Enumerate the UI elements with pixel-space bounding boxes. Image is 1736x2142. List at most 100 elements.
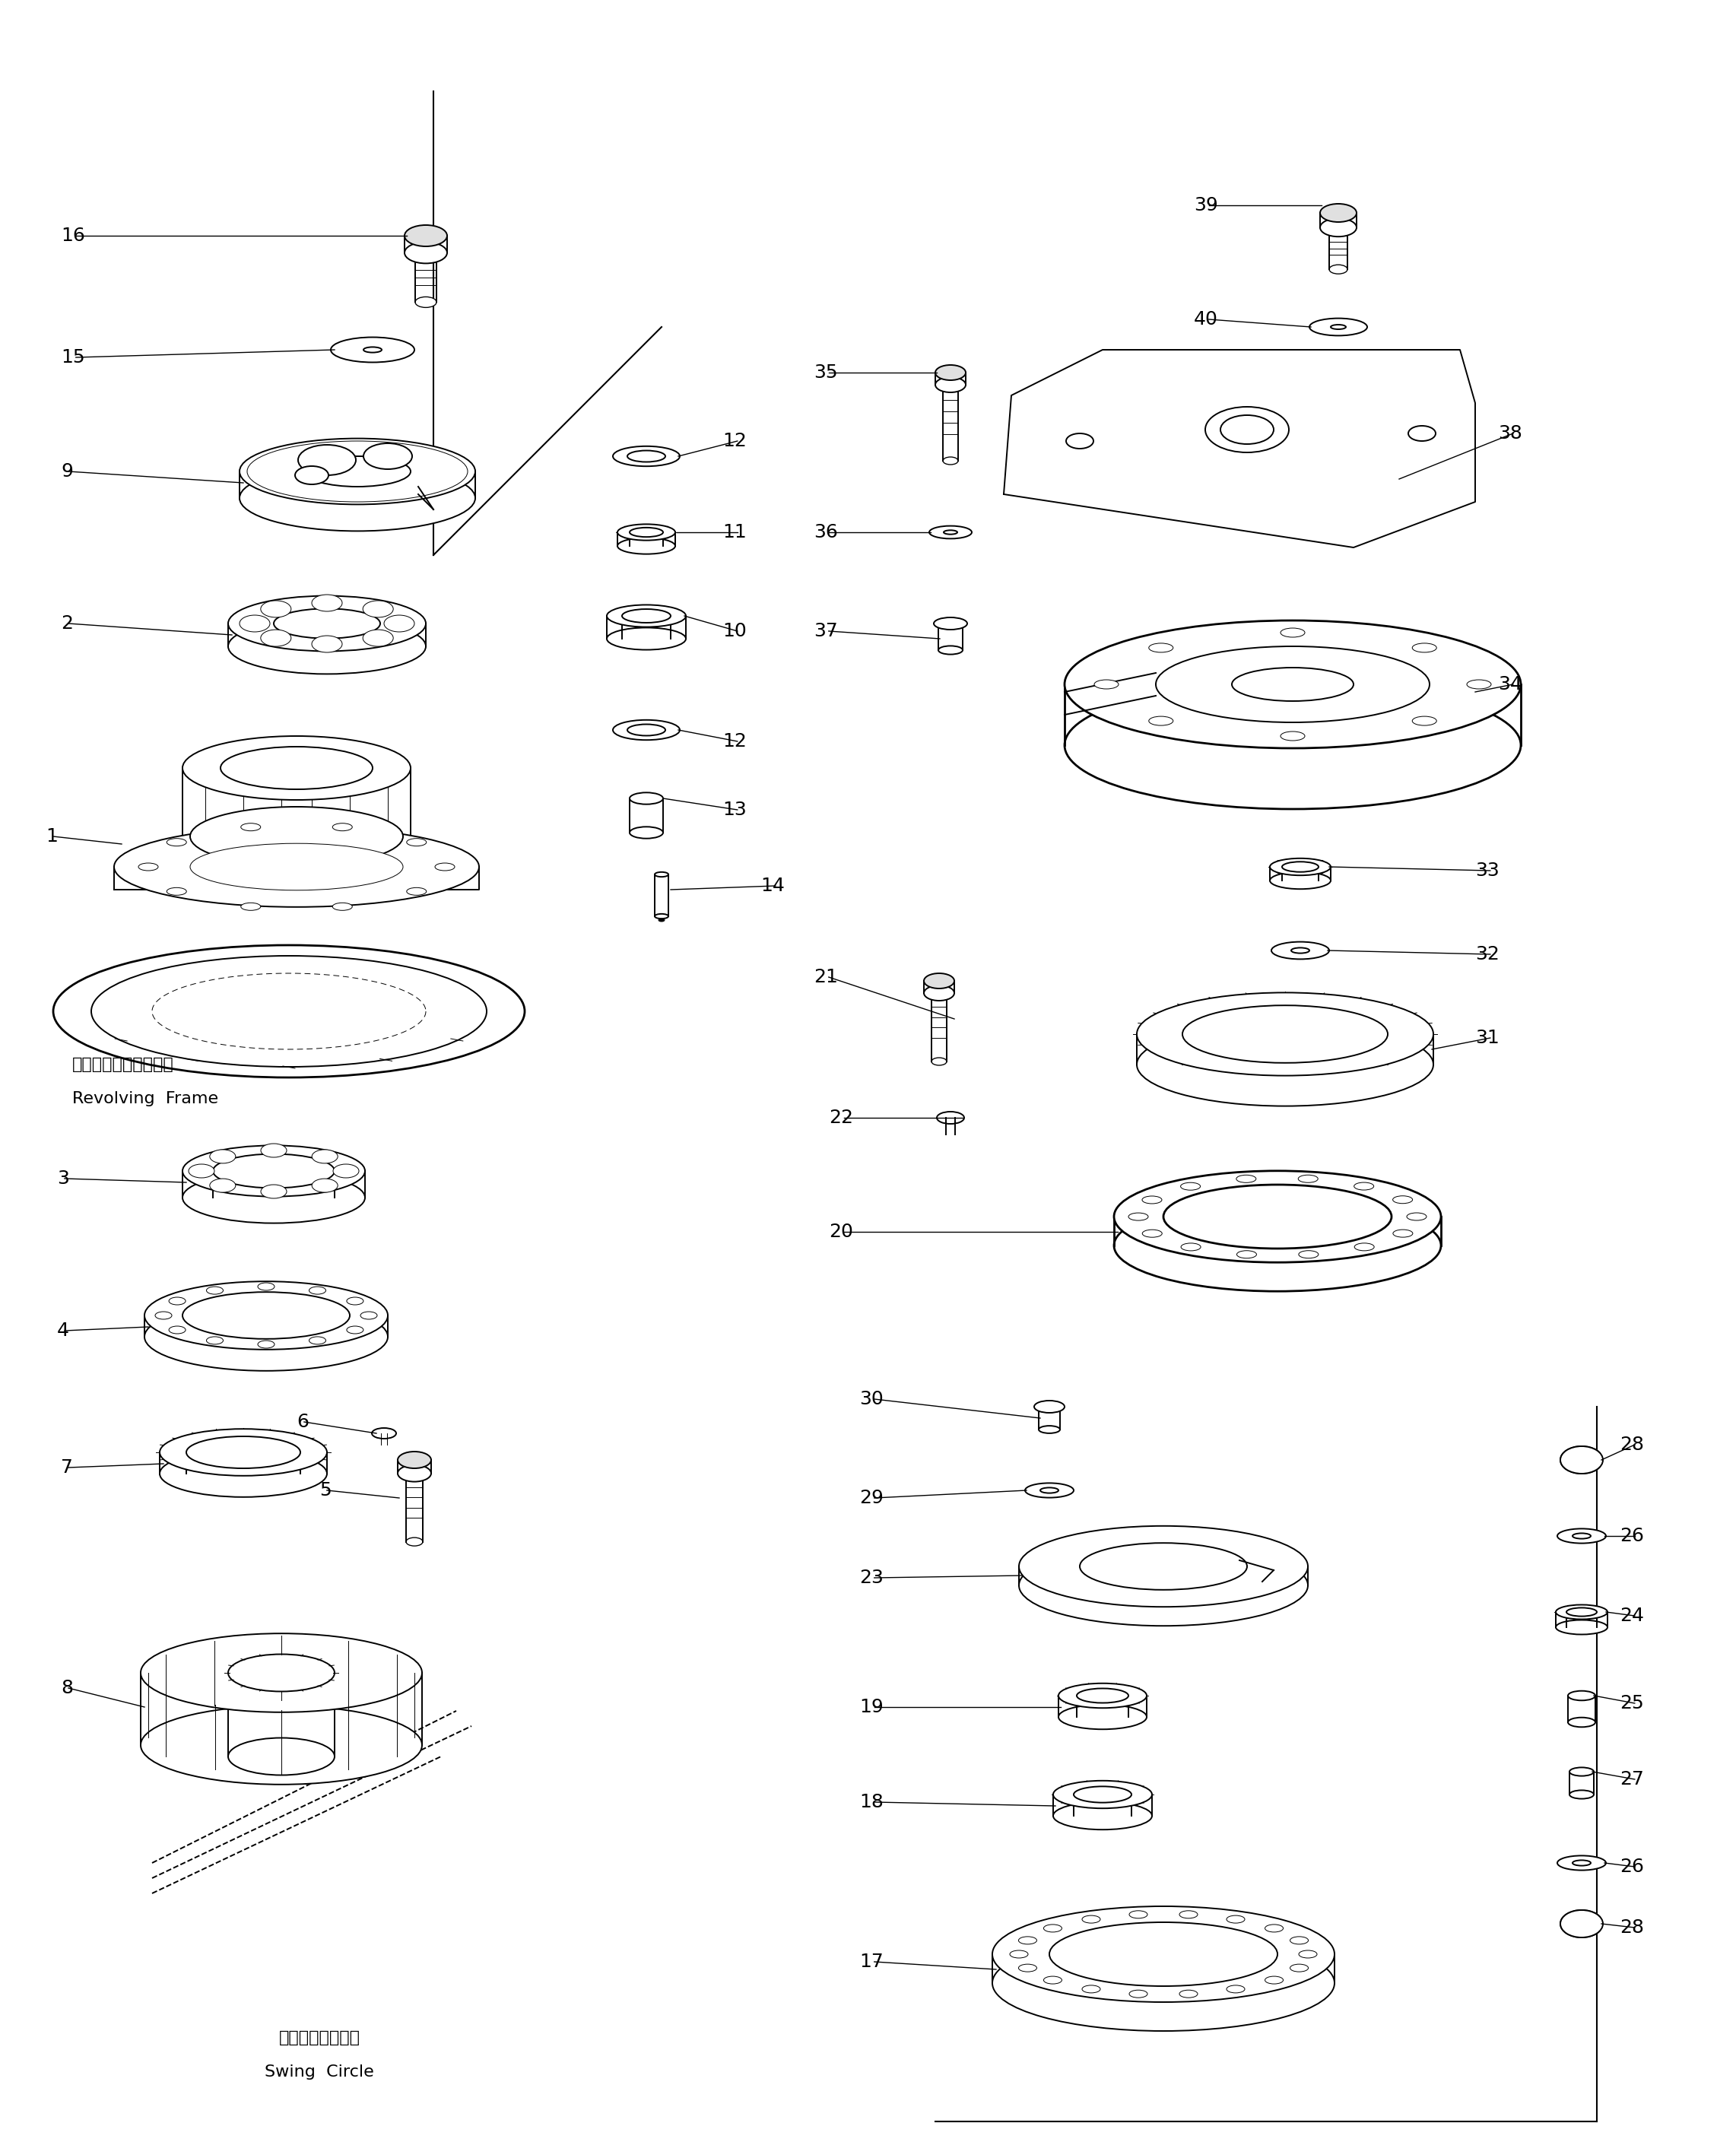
Ellipse shape xyxy=(1413,715,1437,726)
Ellipse shape xyxy=(227,1737,335,1776)
Text: 34: 34 xyxy=(1498,675,1522,694)
Ellipse shape xyxy=(333,1163,359,1178)
Text: 18: 18 xyxy=(859,1793,884,1812)
Text: 24: 24 xyxy=(1620,1606,1644,1626)
Ellipse shape xyxy=(312,1150,339,1163)
Ellipse shape xyxy=(220,748,373,788)
Ellipse shape xyxy=(1128,1212,1147,1221)
Ellipse shape xyxy=(1561,1446,1602,1474)
Ellipse shape xyxy=(1227,1915,1245,1924)
Ellipse shape xyxy=(939,647,963,655)
Text: 6: 6 xyxy=(297,1414,309,1431)
Text: レボルビングフレーム: レボルビングフレーム xyxy=(73,1056,174,1073)
Ellipse shape xyxy=(618,525,675,540)
Ellipse shape xyxy=(1137,1024,1434,1105)
Ellipse shape xyxy=(398,1452,431,1467)
Ellipse shape xyxy=(274,608,380,638)
Ellipse shape xyxy=(937,1112,963,1125)
Text: Swing  Circle: Swing Circle xyxy=(264,2065,373,2080)
Ellipse shape xyxy=(1299,1251,1318,1257)
Ellipse shape xyxy=(1557,1529,1606,1542)
Ellipse shape xyxy=(1035,1401,1064,1414)
Text: 13: 13 xyxy=(722,801,746,818)
Ellipse shape xyxy=(115,827,479,906)
Text: 32: 32 xyxy=(1476,945,1500,964)
Ellipse shape xyxy=(1205,407,1288,452)
Text: 20: 20 xyxy=(828,1223,852,1240)
Ellipse shape xyxy=(1094,679,1118,690)
Ellipse shape xyxy=(1299,1951,1318,1958)
Ellipse shape xyxy=(613,720,681,739)
Ellipse shape xyxy=(1082,1986,1101,1992)
Ellipse shape xyxy=(299,446,356,476)
Ellipse shape xyxy=(1573,1534,1590,1538)
Ellipse shape xyxy=(406,1538,424,1547)
Text: 19: 19 xyxy=(859,1699,884,1716)
Ellipse shape xyxy=(1281,628,1305,636)
Text: 16: 16 xyxy=(61,227,85,244)
Ellipse shape xyxy=(241,823,260,831)
Ellipse shape xyxy=(1299,1176,1318,1182)
Ellipse shape xyxy=(1319,203,1356,223)
Ellipse shape xyxy=(168,1298,186,1304)
Ellipse shape xyxy=(608,604,686,628)
Ellipse shape xyxy=(1179,1911,1198,1919)
Ellipse shape xyxy=(1054,1801,1153,1829)
Text: 14: 14 xyxy=(760,876,785,895)
Ellipse shape xyxy=(227,1654,335,1692)
Ellipse shape xyxy=(415,298,436,308)
Ellipse shape xyxy=(168,1326,186,1334)
Ellipse shape xyxy=(1283,861,1319,872)
Ellipse shape xyxy=(1392,1230,1413,1238)
Ellipse shape xyxy=(1413,643,1437,653)
Text: Revolving  Frame: Revolving Frame xyxy=(73,1090,219,1107)
Ellipse shape xyxy=(189,1163,215,1178)
Ellipse shape xyxy=(1392,1195,1413,1204)
Ellipse shape xyxy=(240,465,476,531)
Ellipse shape xyxy=(260,600,292,617)
Ellipse shape xyxy=(1149,643,1174,653)
Ellipse shape xyxy=(654,915,668,919)
Ellipse shape xyxy=(621,608,670,623)
Text: 27: 27 xyxy=(1620,1769,1644,1789)
Text: 11: 11 xyxy=(722,523,746,542)
Ellipse shape xyxy=(1115,1172,1441,1262)
Ellipse shape xyxy=(658,919,665,921)
Text: 38: 38 xyxy=(1498,424,1522,443)
Ellipse shape xyxy=(924,972,955,987)
Text: 26: 26 xyxy=(1620,1857,1644,1876)
Ellipse shape xyxy=(1010,1951,1028,1958)
Ellipse shape xyxy=(436,863,455,870)
Text: 36: 36 xyxy=(814,523,838,542)
Ellipse shape xyxy=(1038,1427,1061,1433)
Ellipse shape xyxy=(1082,1915,1101,1924)
Ellipse shape xyxy=(240,439,476,503)
Ellipse shape xyxy=(924,985,955,1000)
Ellipse shape xyxy=(1059,1705,1147,1729)
Ellipse shape xyxy=(936,364,965,379)
Ellipse shape xyxy=(1073,1786,1132,1804)
Ellipse shape xyxy=(1220,416,1274,443)
Ellipse shape xyxy=(144,1281,387,1349)
Text: 8: 8 xyxy=(61,1679,73,1696)
Text: 21: 21 xyxy=(814,968,838,985)
Ellipse shape xyxy=(1236,1251,1257,1257)
Ellipse shape xyxy=(1269,872,1332,889)
Ellipse shape xyxy=(627,724,665,735)
Ellipse shape xyxy=(1043,1924,1062,1932)
Ellipse shape xyxy=(932,1058,946,1065)
Ellipse shape xyxy=(1569,1791,1594,1799)
Ellipse shape xyxy=(312,595,342,610)
Ellipse shape xyxy=(207,1287,224,1294)
Text: 2: 2 xyxy=(61,615,73,632)
Text: 37: 37 xyxy=(814,621,838,640)
Ellipse shape xyxy=(332,336,415,362)
Ellipse shape xyxy=(1266,1977,1283,1983)
Ellipse shape xyxy=(191,808,403,865)
Ellipse shape xyxy=(406,887,427,895)
Ellipse shape xyxy=(361,1311,377,1319)
Ellipse shape xyxy=(1024,1482,1073,1497)
Ellipse shape xyxy=(1128,1990,1147,1998)
Ellipse shape xyxy=(1137,992,1434,1075)
Ellipse shape xyxy=(160,1450,326,1497)
